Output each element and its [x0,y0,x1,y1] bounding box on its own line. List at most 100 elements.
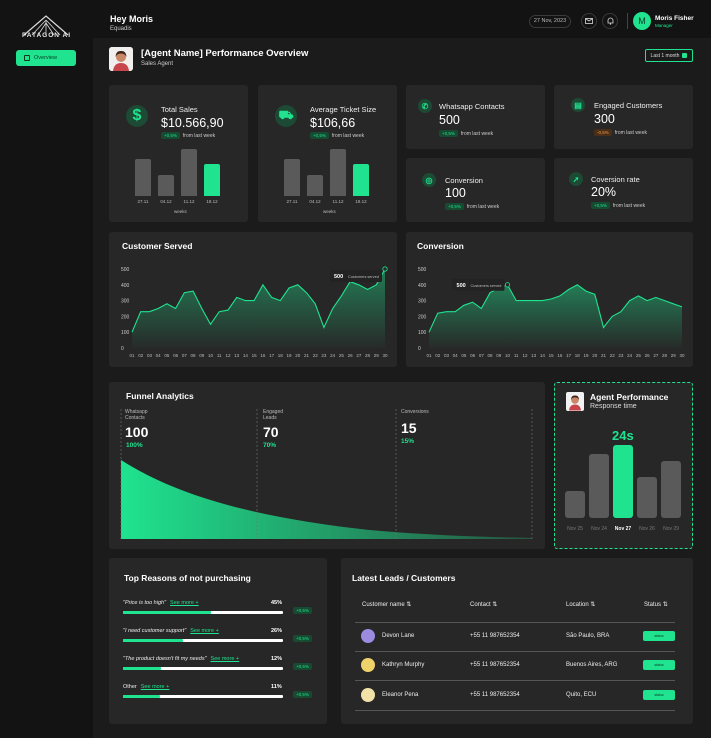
see-more-link[interactable]: See more + [210,656,240,662]
see-more-link[interactable]: See more + [170,600,199,606]
funnel-title: Funnel Analytics [126,391,194,401]
x-tick-label: 01 [129,353,135,358]
period-label: Last 1 month [650,52,680,59]
x-tick-label: 15 [252,353,258,358]
y-tick-label: 100 [418,330,427,336]
chart-bar [284,159,300,196]
funnel-card: Funnel Analytics Whatsapp Contacts 100 1… [109,382,545,549]
y-tick-label: 200 [418,314,427,320]
leads-title: Latest Leads / Customers [352,573,456,583]
y-tick-label: 500 [121,267,130,273]
lead-contact: +55 11 987652354 [470,633,520,639]
sort-icon: ⇅ [662,602,668,608]
notifications-button[interactable] [602,13,618,29]
reason-label: "I need customer support" [123,628,187,634]
delta-badge: +0,5% [161,132,180,139]
x-tick-label: 06 [470,353,476,358]
delta-badge: +0,5% [310,132,329,139]
x-tick-label: 22 [313,353,319,358]
x-tick-label: 02 [435,353,441,358]
conversion-chart-card: Conversion 0 100 200 300 400 500 01 02 03 04 05 06 0… [406,232,693,367]
x-tick-label: 06 [173,353,179,358]
chart-bar [204,164,220,196]
x-tick-label: 26 [645,353,651,358]
x-tick-label: 22 [610,353,616,358]
status-badge[interactable]: status [643,690,675,700]
tooltip-value: 500 [334,274,343,280]
x-tick-label: 20 [592,353,598,358]
column-header-status[interactable]: Status ⇅ [644,601,668,608]
agent-avatar [566,392,584,411]
x-tick-label: 14 [540,353,546,358]
lead-location: Quito, ECU [566,692,597,698]
sidebar-item-overview[interactable]: Overview [16,50,76,66]
customer-served-area-chart: 0 100 200 300 400 500 01 02 03 04 05 06 07 08 09 10 11 12… [121,266,388,358]
delta-text: from last week [614,129,647,136]
x-tick-label: 08 [191,353,197,358]
stat-value: 100 [445,186,466,200]
stat-value: $10.566,90 [161,116,224,130]
x-tick-label: 25 [339,353,345,358]
y-tick-label: 400 [121,283,130,289]
avatar [361,688,375,702]
x-tick-label: Nov 27 [614,526,632,532]
stat-value: 20% [591,185,617,199]
x-tick-label: 16 [557,353,563,358]
date-display: 27 Nov, 2023 [529,15,571,28]
agent-avatar [109,47,133,71]
x-tick-label: 21 [601,353,607,358]
x-tick-label: 29 [671,353,677,358]
y-tick-label: 300 [121,299,130,305]
reason-text: "The product doesn't fit my needs" See mo… [123,656,239,662]
series-line [131,268,386,333]
column-header-contact[interactable]: Contact ⇅ [470,601,497,608]
stat-delta: +0,5% from last week [310,132,364,139]
x-tick-label: 14 [243,353,249,358]
x-tick-label: 17 [566,353,572,358]
status-badge[interactable]: status [643,660,675,670]
sidebar-item-label: Overview [34,55,57,61]
sort-icon: ⇅ [492,602,498,608]
whatsapp-icon: ✆ [418,99,432,113]
x-tick-label: 04.12 [309,199,321,204]
period-selector[interactable]: Last 1 month [645,49,693,62]
lead-name: Kathryn Murphy [382,662,425,668]
highlight-point[interactable] [382,266,388,272]
funnel-stage-label: Engaged Leads [263,409,284,421]
reason-progress [123,695,283,698]
reason-pct: 45% [271,600,283,606]
delta-badge: +0,5% [293,691,312,698]
x-tick-label: Nov 26 [639,526,655,532]
stat-label: Total Sales [161,105,198,114]
x-tick-label: 27 [653,353,659,358]
x-tick-label: Nov 24 [591,526,607,532]
column-header-location[interactable]: Location ⇅ [566,601,595,608]
column-header-name[interactable]: Customer name ⇅ [362,601,411,608]
x-tick-label: 05 [164,353,170,358]
x-tick-label: 28 [662,353,668,358]
chart-subtitle: Response time [590,403,637,410]
avatar[interactable]: M [633,12,651,30]
x-tick-label: 11.12 [332,199,344,204]
mail-icon [585,18,593,24]
x-tick-label: 03 [444,353,450,358]
lead-contact: +55 11 987652354 [470,692,520,698]
mail-button[interactable] [581,13,597,29]
x-tick-label: 23 [618,353,624,358]
x-tick-label: Nov 29 [663,526,679,532]
avatar [361,629,375,643]
stat-label: Conversion [445,176,483,185]
agent-performance-card: Agent Performance Response time 24s Nov … [554,382,693,549]
bell-icon [607,17,613,25]
chart-bar [637,477,657,518]
dollar-icon: $ [126,105,148,127]
x-tick-label: 23 [321,353,327,358]
see-more-link[interactable]: See more + [140,684,170,690]
highlight-point[interactable] [504,282,511,288]
status-badge[interactable]: status [643,631,675,641]
column-label: Contact [470,602,491,608]
see-more-link[interactable]: See more + [190,628,219,634]
delta-text: from last week [182,132,216,139]
funnel-stage-pct: 15% [401,438,415,445]
funnel-stage-value: 15 [401,420,417,436]
